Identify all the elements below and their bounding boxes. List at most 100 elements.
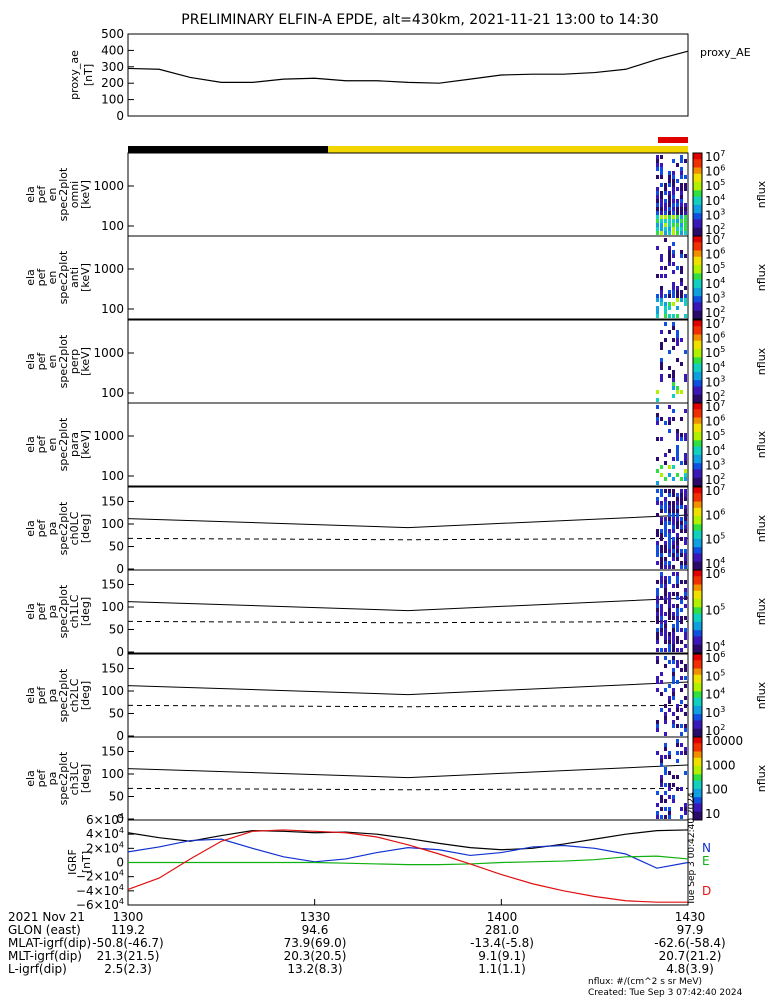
spectrogram-cell — [680, 620, 683, 624]
spectrogram-cell — [668, 576, 671, 580]
colorbar-segment — [693, 574, 702, 577]
colorbar-segment — [693, 471, 702, 475]
colorbar-segment — [693, 565, 702, 569]
spectrogram-cell — [676, 704, 679, 708]
colorbar-segment — [693, 491, 702, 494]
panel-frame — [127, 486, 689, 571]
spectrogram-cell — [672, 565, 675, 569]
antiloss-cone-line — [127, 787, 689, 791]
colorbar-segment — [693, 582, 702, 586]
spectrogram-cell — [684, 497, 687, 501]
panel-ylabel: ela — [24, 186, 37, 203]
colorbar-segment — [693, 526, 702, 529]
colorbar-segment — [693, 163, 702, 166]
colorbar-segment — [693, 553, 702, 556]
spectrogram-cell — [656, 191, 659, 195]
spectrogram-cell — [664, 294, 667, 298]
colorbar-segment — [693, 461, 702, 464]
spectrogram-cell — [660, 565, 663, 569]
colorbar-segment — [693, 528, 702, 532]
spectrogram-cell — [656, 724, 659, 728]
colorbar-segment — [693, 336, 702, 340]
colorbar-segment — [693, 204, 702, 208]
spectrogram-cell — [668, 592, 671, 596]
colorbar-segment — [693, 314, 702, 318]
spectrogram-cell — [672, 179, 675, 183]
spectrogram-cell — [656, 405, 659, 409]
spectrogram-cell — [664, 791, 667, 795]
colorbar-segment — [693, 436, 702, 439]
spectrogram-cell — [656, 533, 659, 537]
colorbar-segment — [693, 475, 702, 479]
spectrogram-cell — [672, 211, 675, 215]
footer-cell: 94.6 — [301, 923, 329, 937]
spectrogram-cell — [656, 600, 659, 604]
panel-ylabel: pef — [35, 352, 48, 371]
spectrogram-cell — [664, 600, 667, 604]
spectrogram-cell — [660, 199, 663, 203]
spectrogram-cell — [676, 338, 679, 342]
spectrogram-cell — [668, 616, 671, 620]
spectrogram-cell — [672, 223, 675, 227]
spectrogram-cell — [664, 322, 667, 326]
colorbar-tick-label: 107 — [705, 149, 725, 164]
spectrogram-cell — [660, 465, 663, 469]
spectrogram-cell — [668, 612, 671, 616]
colorbar-segment — [693, 493, 702, 496]
spectrogram-cell — [664, 231, 667, 235]
colorbar-tick-label: 103 — [705, 374, 725, 389]
spectrogram-cell — [656, 632, 659, 636]
spectrogram-cell — [660, 286, 663, 290]
colorbar-label: nflux — [755, 514, 768, 542]
spectrogram-cell — [676, 290, 679, 294]
spectrogram-cell — [680, 596, 683, 600]
colorbar-segment — [693, 275, 702, 278]
spectrogram-cell — [676, 640, 679, 644]
ae-ytick-label: 0 — [116, 109, 124, 123]
spectrogram-cell — [660, 584, 663, 588]
igrf-series-line — [127, 829, 688, 903]
spectrogram-cell — [676, 517, 679, 521]
spectrogram-cell — [660, 505, 663, 509]
colorbar-segment — [693, 714, 702, 717]
colorbar-segment — [693, 626, 702, 629]
spectrogram-cell — [676, 541, 679, 545]
colorbar-segment — [693, 664, 702, 667]
spectrogram-cell — [656, 167, 659, 171]
colorbar-segment — [693, 687, 702, 690]
spectrogram-cell — [660, 795, 663, 799]
colorbar-segment — [693, 244, 702, 247]
colorbar-segment — [693, 211, 702, 214]
spectrogram-cell — [676, 751, 679, 755]
colorbar-segment — [693, 287, 702, 291]
spectrogram-cell — [660, 509, 663, 513]
colorbar-tick-label: 106 — [705, 566, 725, 581]
spectrogram-cell — [656, 306, 659, 310]
spectrogram-cell — [684, 529, 687, 533]
spectrogram-cell — [672, 549, 675, 553]
spectrogram-cell — [676, 596, 679, 600]
spectrogram-cell — [668, 449, 671, 453]
spectrogram-cell — [668, 751, 671, 755]
spectrogram-cell — [672, 254, 675, 258]
spectrogram-cell — [668, 529, 671, 533]
colorbar-tick-label: 105 — [705, 532, 725, 547]
spectrogram-cell — [656, 187, 659, 191]
spectrogram-cell — [660, 521, 663, 525]
spectrogram-cell — [660, 417, 663, 421]
colorbar-segment — [693, 233, 702, 237]
spectrogram-cell — [680, 155, 683, 159]
panel-ytick-label: 0 — [116, 729, 124, 743]
colorbar-segment — [693, 549, 702, 552]
spectrogram-cell — [672, 636, 675, 640]
panel-ylabel: en — [46, 355, 59, 369]
spectrogram-cell — [676, 620, 679, 624]
colorbar-segment — [693, 662, 702, 665]
spectrogram-cell — [672, 517, 675, 521]
spectrogram-cell — [680, 732, 683, 736]
spectrogram-cell — [676, 390, 679, 394]
colorbar-segment — [693, 161, 702, 164]
spectrogram-cell — [668, 565, 671, 569]
panel-ytick-label: 150 — [101, 495, 124, 509]
spectrogram-cell — [664, 497, 667, 501]
